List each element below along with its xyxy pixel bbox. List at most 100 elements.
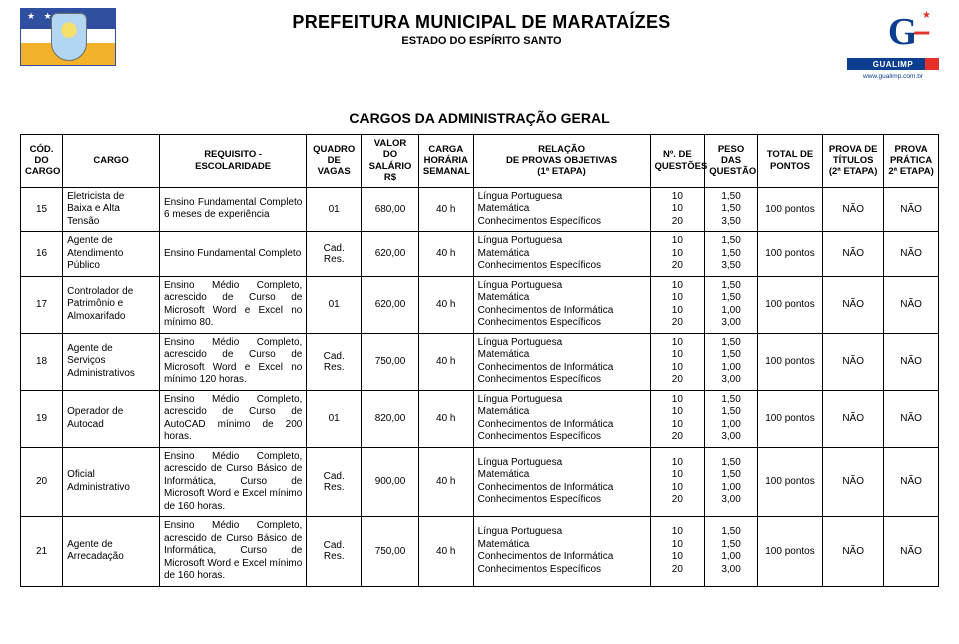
cell-cargo: Agente de Arrecadação <box>63 517 160 587</box>
cell-req: Ensino Fundamental Completo <box>159 232 306 277</box>
page: ★ ★ ★ ★ PREFEITURA MUNICIPAL DE MARATAÍZ… <box>0 0 959 597</box>
cell-nq: 10101020 <box>650 276 705 333</box>
cell-total: 100 pontos <box>757 333 822 390</box>
cell-vagas: Cad. Res. <box>307 447 362 517</box>
cell-tit: NÃO <box>823 390 884 447</box>
th-cod: CÓD. DO CARGO <box>21 135 63 188</box>
cell-carga: 40 h <box>418 447 473 517</box>
cell-cargo: Operador de Autocad <box>63 390 160 447</box>
cell-cod: 19 <box>21 390 63 447</box>
cell-peso: 1,501,501,003,00 <box>705 517 758 587</box>
cell-vagas: 01 <box>307 187 362 232</box>
cell-carga: 40 h <box>418 187 473 232</box>
cell-cod: 18 <box>21 333 63 390</box>
cell-peso: 1,501,501,003,00 <box>705 333 758 390</box>
cell-cargo: Controlador de Patrimônio e Almoxarifado <box>63 276 160 333</box>
company-name: GUALIMP <box>873 60 913 69</box>
cell-peso: 1,501,501,003,00 <box>705 390 758 447</box>
cell-peso: 1,501,503,50 <box>705 232 758 277</box>
cell-salario: 620,00 <box>362 276 419 333</box>
coat-of-arms-icon: ★ ★ ★ ★ <box>20 8 116 70</box>
cell-rel: Língua PortuguesaMatemáticaConhecimentos… <box>473 276 650 333</box>
th-peso: PESO DAS QUESTÃO <box>705 135 758 188</box>
th-total: TOTAL DE PONTOS <box>757 135 822 188</box>
cell-carga: 40 h <box>418 390 473 447</box>
cell-rel: Língua PortuguesaMatemáticaConhecimentos… <box>473 447 650 517</box>
org-subtitle: ESTADO DO ESPÍRITO SANTO <box>128 35 835 47</box>
cell-req: Ensino Médio Completo, acrescido de Curs… <box>159 276 306 333</box>
cell-prat: NÃO <box>884 232 939 277</box>
cell-total: 100 pontos <box>757 447 822 517</box>
cell-cargo: Oficial Administrativo <box>63 447 160 517</box>
th-salario: VALOR DO SALÁRIO R$ <box>362 135 419 188</box>
cell-tit: NÃO <box>823 517 884 587</box>
cell-tit: NÃO <box>823 276 884 333</box>
cell-peso: 1,501,501,003,00 <box>705 447 758 517</box>
cell-salario: 750,00 <box>362 333 419 390</box>
cell-rel: Língua PortuguesaMatemáticaConhecimentos… <box>473 232 650 277</box>
th-cargo: CARGO <box>63 135 160 188</box>
cell-tit: NÃO <box>823 187 884 232</box>
cell-rel: Língua PortuguesaMatemáticaConhecimentos… <box>473 390 650 447</box>
table-row: 16Agente de Atendimento PúblicoEnsino Fu… <box>21 232 939 277</box>
cell-rel: Língua PortuguesaMatemáticaConhecimentos… <box>473 333 650 390</box>
cell-total: 100 pontos <box>757 517 822 587</box>
company-url: www.gualimp.com.br <box>847 73 939 80</box>
cell-cargo: Agente de Serviços Administrativos <box>63 333 160 390</box>
table-row: 17Controlador de Patrimônio e Almoxarifa… <box>21 276 939 333</box>
cell-req: Ensino Médio Completo, acrescido de Curs… <box>159 390 306 447</box>
th-nq: Nº. DE QUESTÕES <box>650 135 705 188</box>
cell-vagas: 01 <box>307 390 362 447</box>
table-row: 21Agente de ArrecadaçãoEnsino Médio Comp… <box>21 517 939 587</box>
cell-prat: NÃO <box>884 390 939 447</box>
th-prat: PROVA PRÁTICA 2ª ETAPA) <box>884 135 939 188</box>
cell-carga: 40 h <box>418 517 473 587</box>
cell-salario: 900,00 <box>362 447 419 517</box>
th-carga: CARGA HORÁRIA SEMANAL <box>418 135 473 188</box>
cell-nq: 101020 <box>650 187 705 232</box>
cell-cod: 16 <box>21 232 63 277</box>
cell-salario: 820,00 <box>362 390 419 447</box>
cell-vagas: Cad. Res. <box>307 517 362 587</box>
cell-prat: NÃO <box>884 517 939 587</box>
cell-req: Ensino Médio Completo, acrescido de Curs… <box>159 517 306 587</box>
cell-total: 100 pontos <box>757 187 822 232</box>
cell-total: 100 pontos <box>757 232 822 277</box>
cell-vagas: Cad. Res. <box>307 333 362 390</box>
th-tit: PROVA DE TÍTULOS (2ª ETAPA) <box>823 135 884 188</box>
table-row: 19Operador de AutocadEnsino Médio Comple… <box>21 390 939 447</box>
cell-carga: 40 h <box>418 276 473 333</box>
cell-salario: 620,00 <box>362 232 419 277</box>
table-row: 15Eletricista de Baixa e Alta TensãoEnsi… <box>21 187 939 232</box>
cell-total: 100 pontos <box>757 276 822 333</box>
section-title: CARGOS DA ADMINISTRAÇÃO GERAL <box>20 110 939 126</box>
cell-nq: 101020 <box>650 232 705 277</box>
cell-nq: 10101020 <box>650 447 705 517</box>
table-body: 15Eletricista de Baixa e Alta TensãoEnsi… <box>21 187 939 586</box>
cell-prat: NÃO <box>884 333 939 390</box>
cell-cargo: Eletricista de Baixa e Alta Tensão <box>63 187 160 232</box>
cargos-table: CÓD. DO CARGO CARGO REQUISITO - ESCOLARI… <box>20 134 939 587</box>
cell-tit: NÃO <box>823 447 884 517</box>
cell-carga: 40 h <box>418 232 473 277</box>
document-header: ★ ★ ★ ★ PREFEITURA MUNICIPAL DE MARATAÍZ… <box>20 8 939 86</box>
cell-nq: 10101020 <box>650 390 705 447</box>
cell-cod: 20 <box>21 447 63 517</box>
org-title: PREFEITURA MUNICIPAL DE MARATAÍZES <box>128 12 835 33</box>
cell-peso: 1,501,501,003,00 <box>705 276 758 333</box>
cell-req: Ensino Médio Completo, acrescido de Curs… <box>159 447 306 517</box>
cell-cod: 15 <box>21 187 63 232</box>
cell-peso: 1,501,503,50 <box>705 187 758 232</box>
cell-carga: 40 h <box>418 333 473 390</box>
cell-prat: NÃO <box>884 187 939 232</box>
cell-req: Ensino Médio Completo, acrescido de Curs… <box>159 333 306 390</box>
table-header-row: CÓD. DO CARGO CARGO REQUISITO - ESCOLARI… <box>21 135 939 188</box>
th-rel: RELAÇÃO DE PROVAS OBJETIVAS (1ª ETAPA) <box>473 135 650 188</box>
cell-salario: 750,00 <box>362 517 419 587</box>
cell-cod: 17 <box>21 276 63 333</box>
cell-nq: 10101020 <box>650 517 705 587</box>
title-block: PREFEITURA MUNICIPAL DE MARATAÍZES ESTAD… <box>128 12 835 47</box>
cell-vagas: Cad. Res. <box>307 232 362 277</box>
cell-cargo: Agente de Atendimento Público <box>63 232 160 277</box>
company-logo-icon: G– ★ GUALIMP www.gualimp.com.br <box>847 8 939 78</box>
